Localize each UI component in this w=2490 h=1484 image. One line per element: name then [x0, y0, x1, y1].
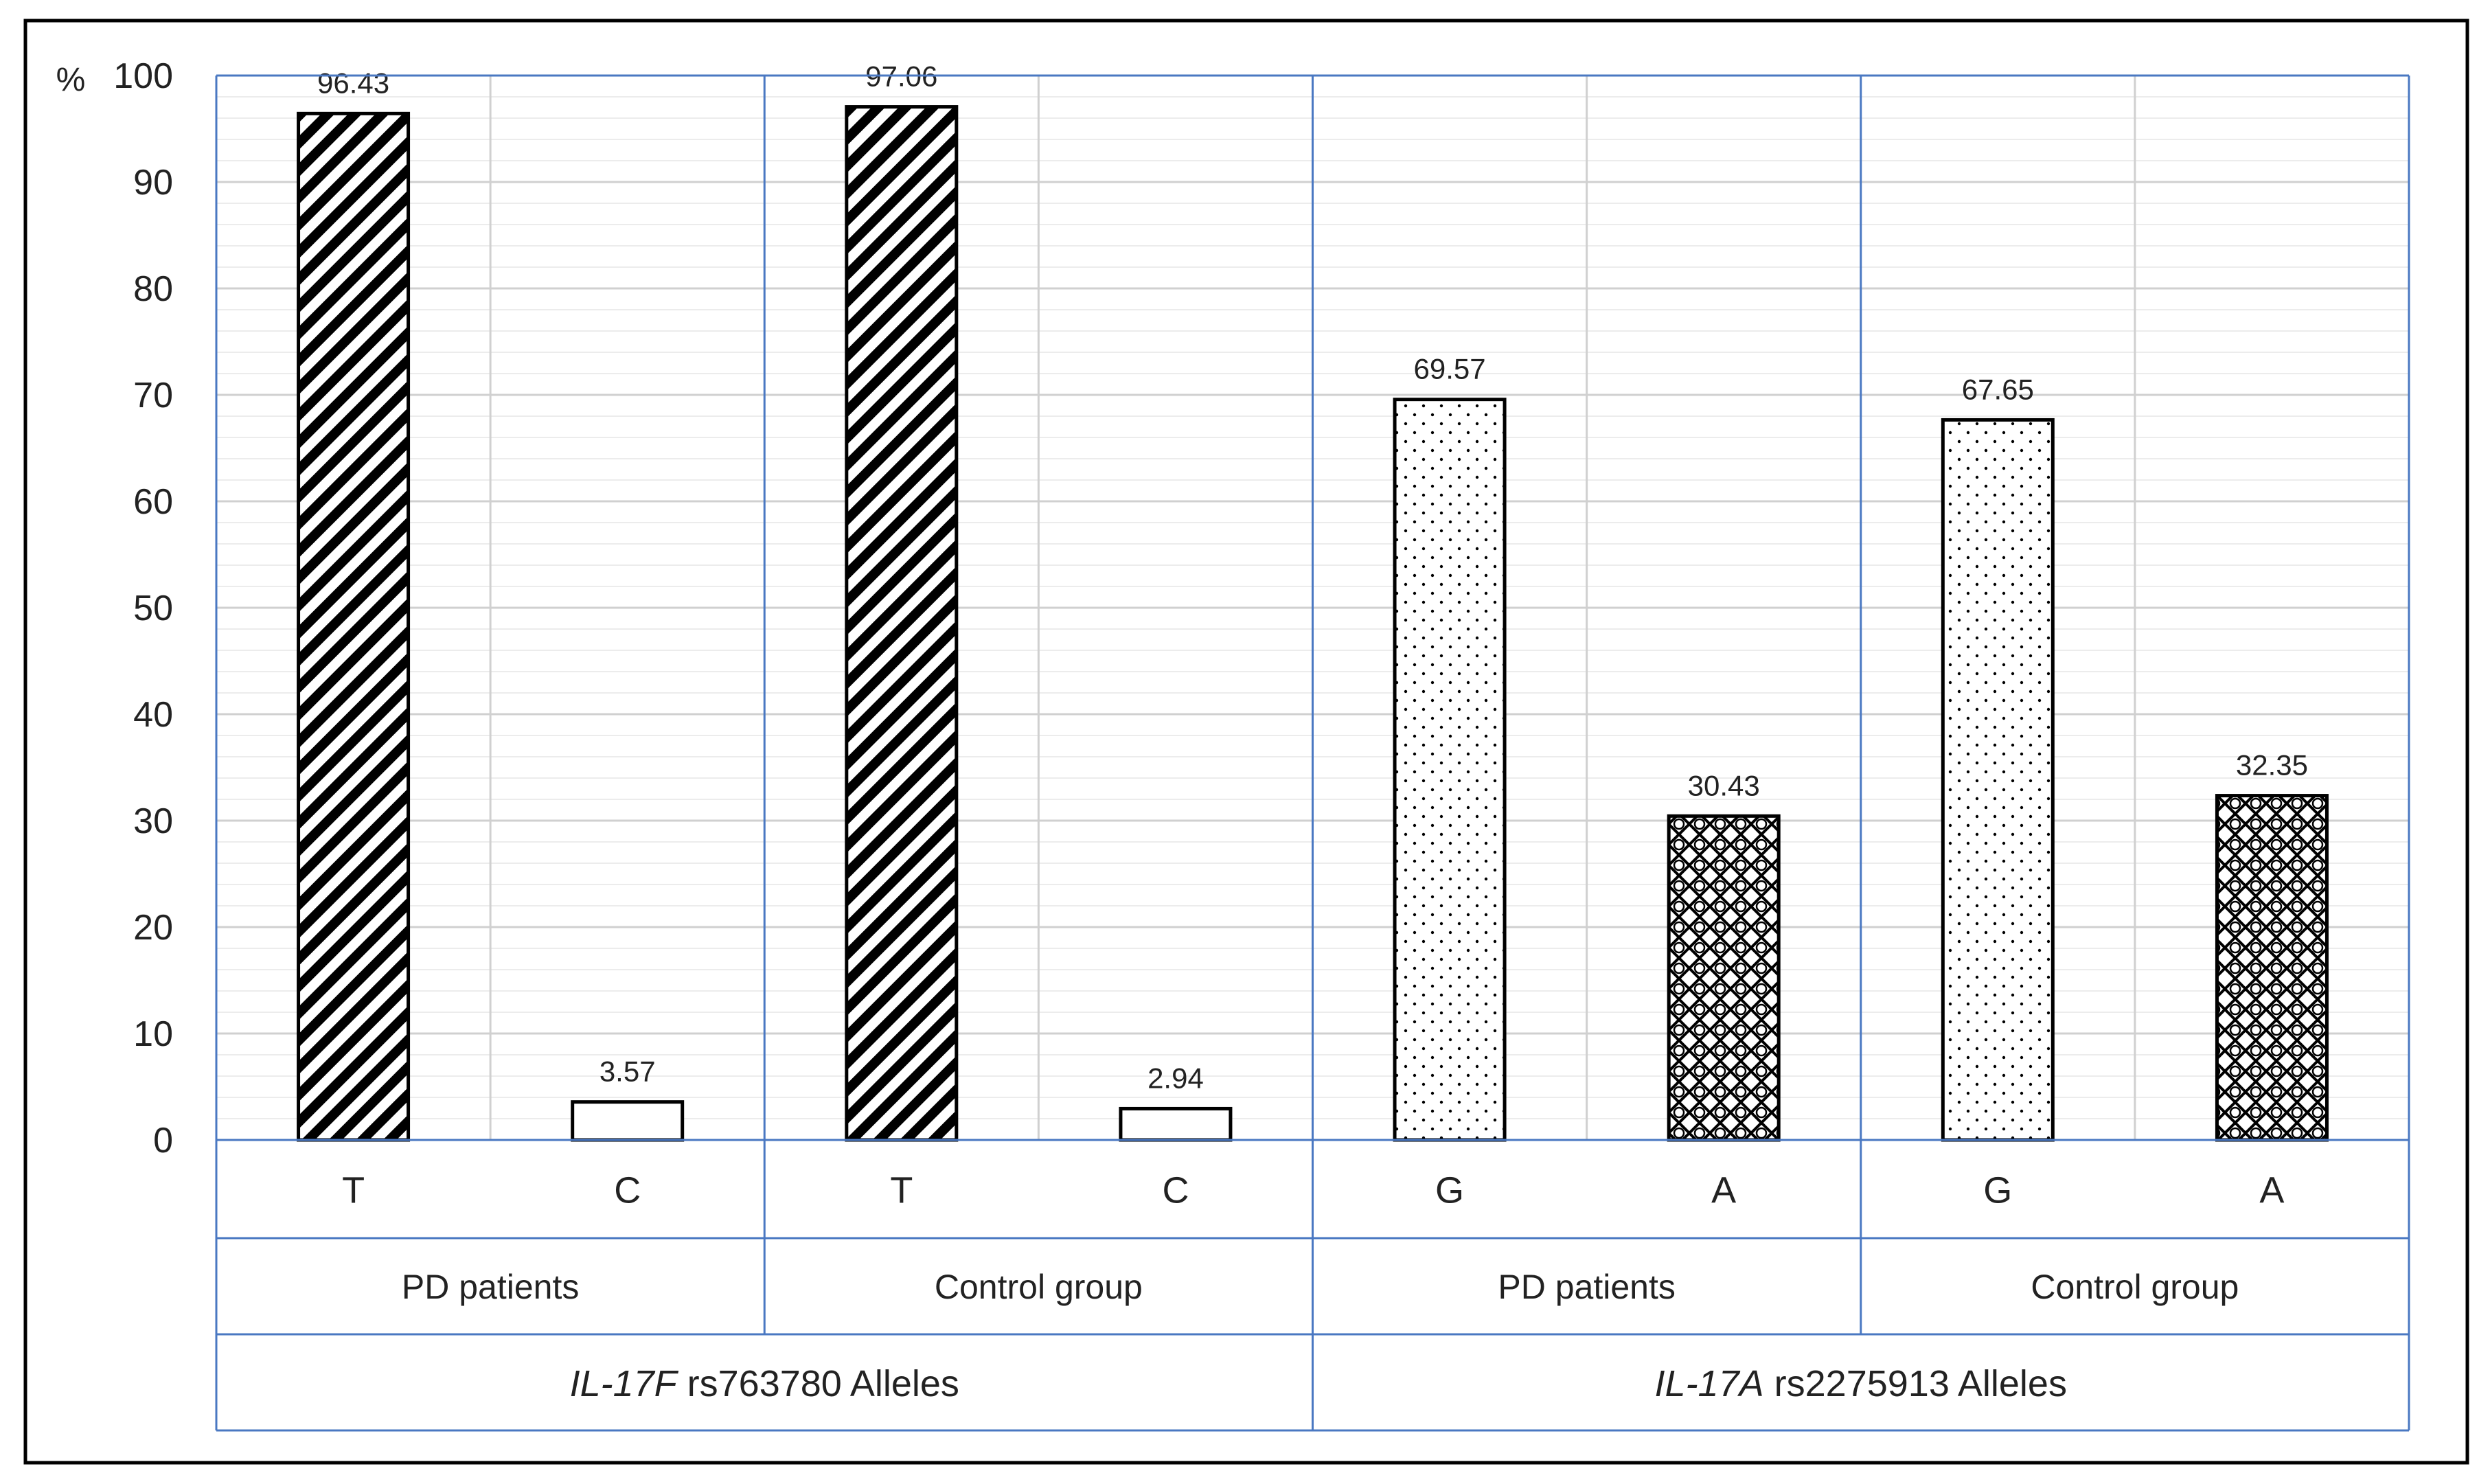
category-label: C [614, 1170, 641, 1211]
supergroup-labels: IL-17F rs763780 Alleles IL-17A rs2275913 … [570, 1363, 2067, 1404]
y-tick-label: 60 [133, 482, 173, 522]
bar [845, 105, 959, 1142]
data-label: 67.65 [1962, 373, 2034, 405]
y-tick-label: 0 [153, 1121, 173, 1161]
data-label: 2.94 [1147, 1062, 1204, 1094]
category-label: C [1162, 1170, 1189, 1211]
data-label: 32.35 [2236, 749, 2308, 781]
data-label: 96.43 [317, 67, 389, 99]
category-label: A [1711, 1170, 1736, 1211]
y-tick-label: 30 [133, 801, 173, 841]
data-label: 30.43 [1688, 769, 1760, 801]
y-tick-label: 70 [133, 376, 173, 415]
data-label: 69.57 [1414, 353, 1486, 385]
outer-border [23, 19, 2469, 1465]
y-tick-label: 50 [133, 589, 173, 628]
group-label: Control group [2031, 1268, 2239, 1306]
y-axis-label: % [56, 62, 86, 98]
group-labels: PD patients Control group PD patients Contr… [402, 1268, 2239, 1306]
category-label: G [1435, 1170, 1464, 1211]
category-label: T [342, 1170, 365, 1211]
group-label: Control group [935, 1268, 1143, 1306]
bar [2215, 794, 2329, 1142]
bar [1119, 1106, 1233, 1142]
data-label: 3.57 [599, 1055, 656, 1088]
y-tick-label: 40 [133, 695, 173, 735]
category-label: G [1983, 1170, 2012, 1211]
bar [297, 111, 411, 1142]
category-table-lines [215, 74, 2410, 1432]
bars [297, 105, 2329, 1142]
allele-label: rs2275913 Alleles [1764, 1363, 2067, 1404]
group-label: PD patients [1498, 1268, 1675, 1306]
supergroup-label: IL-17F rs763780 Alleles [570, 1363, 959, 1404]
bar [571, 1100, 685, 1142]
category-label: T [890, 1170, 913, 1211]
group-label: PD patients [402, 1268, 579, 1306]
y-tick-label: 20 [133, 908, 173, 948]
y-axis-tick-labels: 0 10 20 30 40 50 60 70 80 90 100 [113, 56, 173, 1161]
y-tick-label: 90 [133, 163, 173, 203]
y-tick-label: 80 [133, 269, 173, 309]
y-tick-label: 100 [113, 56, 173, 96]
category-label: A [2259, 1170, 2284, 1211]
column-gridlines [489, 76, 2136, 1140]
bar [1393, 398, 1507, 1142]
supergroup-label: IL-17A rs2275913 Alleles [1655, 1363, 2067, 1404]
gene-name: IL-17F [570, 1363, 679, 1404]
allele-label: rs763780 Alleles [677, 1363, 959, 1404]
gene-name: IL-17A [1655, 1363, 1764, 1404]
y-tick-label: 10 [133, 1014, 173, 1054]
bar [1667, 814, 1781, 1142]
bar [1941, 418, 2055, 1142]
